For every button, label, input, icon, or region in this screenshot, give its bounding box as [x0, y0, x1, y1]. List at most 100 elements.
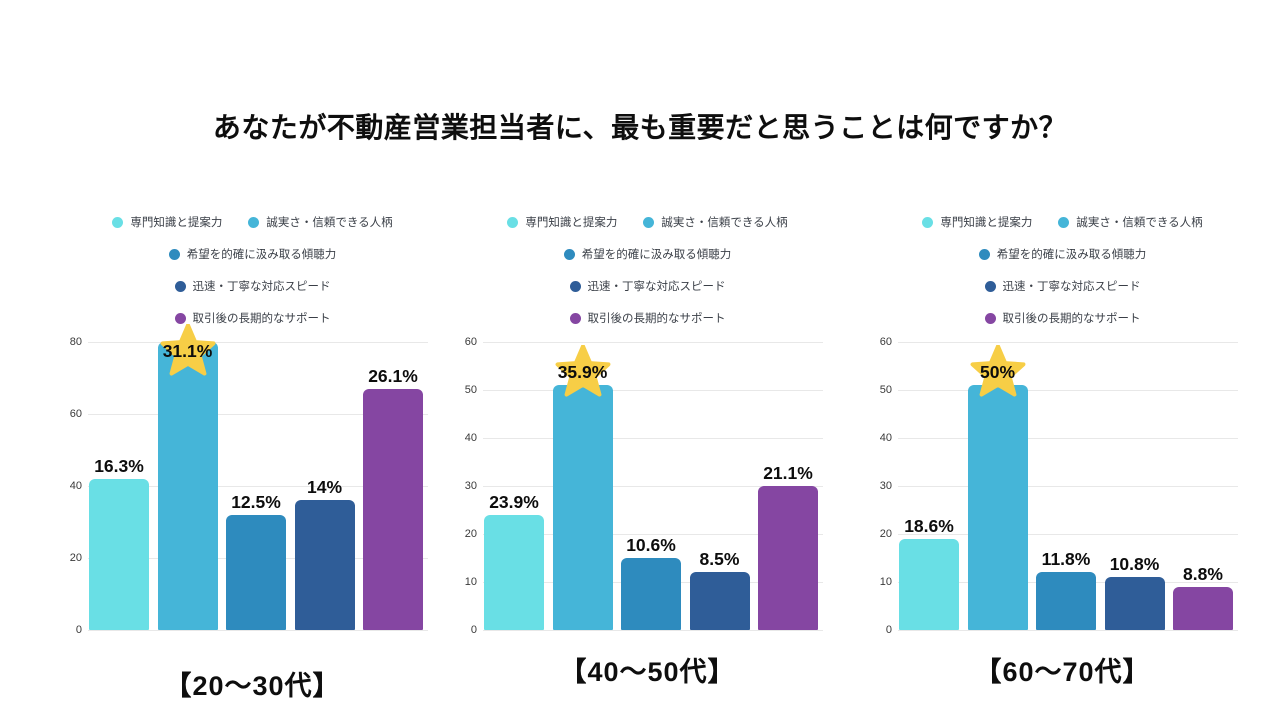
page-title: あなたが不動産営業担当者に、最も重要だと思うことは何ですか？ [212, 112, 1068, 143]
bar-希望を的確に汲み取る傾聴力 [621, 558, 681, 630]
bar-value-label: 23.9% [489, 491, 539, 512]
legend-row: 専門知識と提案力 誠実さ・信頼できる人柄 [870, 206, 1255, 238]
y-gridline [898, 438, 1238, 439]
legend-item: 希望を的確に汲み取る傾聴力 [563, 246, 731, 262]
legend-marker-icon [569, 280, 581, 292]
bar-誠実さ・信頼できる人柄 [552, 385, 613, 630]
bars-group: 16.3% 31.1% 12.5% 14% 26.1% [88, 323, 428, 630]
bar-chart-plot: 0 10 20 30 40 50 60 23.9% 35.9% 10.6% 8.5% 21.1% [455, 336, 840, 636]
bar-value-label: 26.1% [368, 365, 418, 386]
bar-希望を的確に汲み取る傾聴力 [1036, 572, 1096, 630]
chart-legend: 専門知識と提案力 誠実さ・信頼できる人柄希望を的確に汲み取る傾聴力迅速・丁寧な対応… [455, 206, 840, 334]
y-axis-tick-label: 60 [69, 408, 82, 420]
y-gridline [88, 342, 428, 343]
legend-row: 専門知識と提案力 誠実さ・信頼できる人柄 [455, 206, 840, 238]
legend-item: 迅速・丁寧な対応スピード [174, 278, 331, 294]
legend-item-label: 迅速・丁寧な対応スピード [192, 281, 331, 293]
y-axis-tick-label: 0 [75, 624, 82, 636]
chart-legend: 専門知識と提案力 誠実さ・信頼できる人柄希望を的確に汲み取る傾聴力 迅速・丁寧な対応… [870, 206, 1255, 334]
bar-value-label: 12.5% [231, 491, 281, 512]
age-group-caption: 【40〜50代】 [559, 657, 736, 687]
bar-取引後の長期的なサポート [363, 388, 423, 630]
y-axis-tick-label: 40 [464, 432, 477, 444]
bar-chart-plot: 0 20 40 60 80 16.3% 31.1% 12.5% 14% 26.1% [60, 323, 445, 636]
legend-item-label: 希望を的確に汲み取る傾聴力 [186, 249, 337, 261]
legend-marker-icon [978, 248, 990, 260]
legend-item: 迅速・丁寧な対応スピード [984, 278, 1141, 294]
bar-取引後の長期的なサポート [1173, 586, 1233, 630]
legend-marker-icon [984, 280, 996, 292]
legend-item: 取引後の長期的なサポート [174, 310, 331, 326]
legend-item: 専門知識と提案力 [112, 214, 222, 230]
legend-marker-icon [168, 248, 180, 260]
legend-item: 希望を的確に汲み取る傾聴力 [168, 246, 337, 262]
y-axis-tick-label: 20 [464, 528, 477, 540]
y-axis-tick-label: 80 [69, 336, 82, 348]
legend-item-label: 専門知識と提案力 [130, 217, 223, 229]
chart-panel-3: 専門知識と提案力 誠実さ・信頼できる人柄希望を的確に汲み取る傾聴力 迅速・丁寧な対応… [870, 200, 1255, 720]
y-axis-tick-label: 10 [464, 576, 477, 588]
legend-item-label: 誠実さ・信頼できる人柄 [266, 217, 393, 229]
y-axis-tick-label: 0 [885, 624, 892, 636]
bars-group: 23.9% 35.9% 10.6% 8.5% 21.1% [483, 342, 823, 630]
legend-item: 専門知識と提案力 [507, 214, 617, 230]
legend-row: 専門知識と提案力 誠実さ・信頼できる人柄 [60, 206, 445, 238]
y-gridline [898, 534, 1238, 535]
legend-marker-icon [643, 216, 655, 228]
y-axis-tick-label: 40 [879, 432, 892, 444]
legend-marker-icon [563, 248, 575, 260]
y-gridline [88, 414, 428, 415]
legend-marker-icon [507, 216, 519, 228]
legend-item-label: 迅速・丁寧な対応スピード [1002, 281, 1141, 293]
legend-marker-icon [922, 216, 934, 228]
legend-row: 迅速・丁寧な対応スピード [455, 270, 840, 302]
y-axis-tick-label: 60 [879, 336, 892, 348]
y-axis-tick-label: 50 [879, 384, 892, 396]
bar-value-label: 10.8% [1109, 554, 1160, 575]
bar-value-label: 18.6% [904, 515, 954, 536]
bar-取引後の長期的なサポート [758, 486, 818, 630]
y-axis-tick-label: 30 [464, 480, 477, 492]
y-gridline [898, 342, 1238, 343]
y-gridline [88, 486, 428, 487]
y-gridline [483, 534, 823, 535]
legend-marker-icon [112, 216, 124, 228]
y-gridline [898, 390, 1238, 391]
y-gridline [483, 342, 823, 343]
legend-marker-icon [984, 312, 996, 324]
legend-marker-icon [248, 216, 260, 228]
legend-item-label: 誠実さ・信頼できる人柄 [661, 217, 788, 229]
y-axis-tick-label: 30 [879, 480, 892, 492]
chart-panel-2: 専門知識と提案力 誠実さ・信頼できる人柄希望を的確に汲み取る傾聴力迅速・丁寧な対応… [455, 200, 840, 720]
legend-item: 希望を的確に汲み取る傾聴力 [978, 246, 1147, 262]
legend-row: 希望を的確に汲み取る傾聴力 [60, 238, 445, 270]
y-axis-tick-label: 10 [879, 576, 892, 588]
y-gridline [898, 630, 1238, 631]
legend-item-label: 取引後の長期的なサポート [587, 313, 726, 325]
bar-value-label: 50% [979, 362, 1016, 383]
age-group-caption: 【20〜30代】 [164, 671, 341, 701]
bar-value-label: 14% [306, 477, 343, 498]
legend-marker-icon [569, 312, 581, 324]
y-axis-tick-label: 50 [464, 384, 477, 396]
bar-専門知識と提案力 [899, 538, 959, 630]
legend-item-label: 希望を的確に汲み取る傾聴力 [996, 249, 1147, 261]
legend-item-label: 専門知識と提案力 [525, 217, 618, 229]
legend-item-label: 誠実さ・信頼できる人柄 [1076, 217, 1203, 229]
bar-専門知識と提案力 [484, 514, 544, 630]
bar-value-label: 21.1% [763, 463, 813, 483]
legend-marker-icon [174, 280, 186, 292]
y-axis-tick-label: 40 [69, 480, 82, 492]
bar-value-label: 8.5% [699, 549, 740, 570]
bars-group: 18.6% 50% 11.8% 10.8% 8.8% [898, 342, 1238, 630]
legend-row: 希望を的確に汲み取る傾聴力 [870, 238, 1255, 270]
y-axis-tick-label: 0 [470, 624, 477, 636]
bar-chart-plot: 0 10 20 30 40 50 60 18.6% 50% 11.8% 10.8% 8.8% [870, 336, 1255, 636]
legend-row: 取引後の長期的なサポート [455, 302, 840, 334]
legend-item-label: 取引後の長期的なサポート [192, 313, 331, 325]
y-gridline [898, 486, 1238, 487]
legend-item-label: 迅速・丁寧な対応スピード [587, 281, 726, 293]
bar-誠実さ・信頼できる人柄 [967, 385, 1028, 630]
y-axis-tick-label: 60 [464, 336, 477, 348]
